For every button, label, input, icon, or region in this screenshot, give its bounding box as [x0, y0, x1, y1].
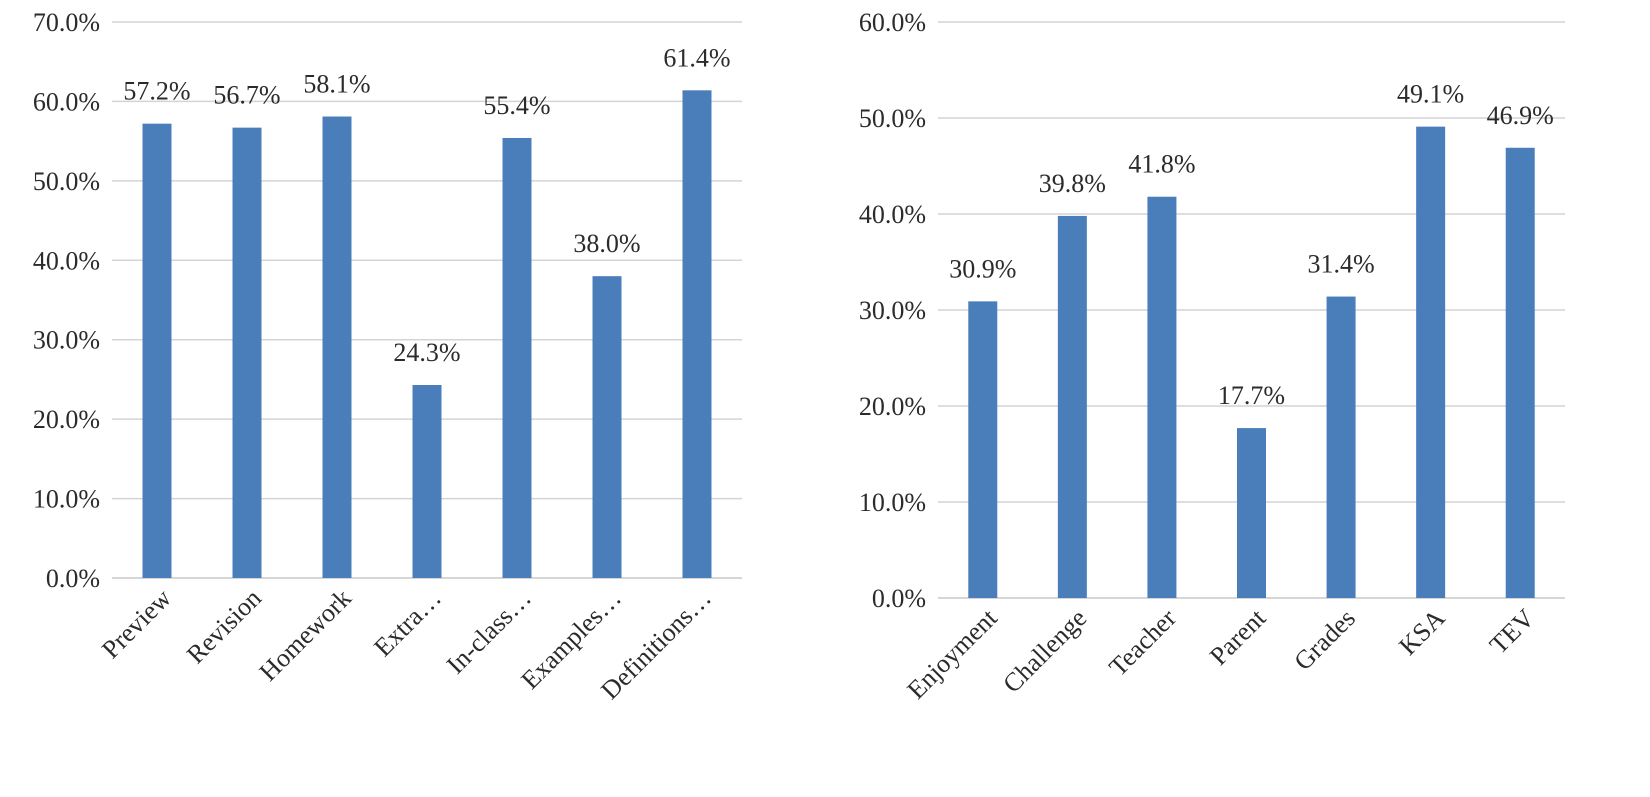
category-label: In-class…: [441, 583, 537, 679]
data-label: 58.1%: [303, 70, 370, 99]
category-label: Challenge: [997, 603, 1092, 698]
bar: [322, 116, 352, 579]
y-tick-label: 10.0%: [33, 485, 100, 514]
y-tick-label: 40.0%: [33, 246, 100, 275]
category-label: Homework: [254, 583, 357, 686]
data-label: 17.7%: [1218, 381, 1285, 410]
y-tick-label: 50.0%: [33, 167, 100, 196]
y-tick-label: 0.0%: [46, 564, 100, 593]
y-tick-label: 50.0%: [859, 104, 926, 133]
bar: [1416, 126, 1446, 598]
bar: [1237, 428, 1266, 598]
category-label: Extra…: [368, 583, 447, 662]
bar: [1505, 147, 1535, 598]
category-label: TEV: [1484, 603, 1540, 659]
bar: [968, 301, 998, 598]
category-label: Teacher: [1103, 603, 1182, 682]
bar: [232, 127, 262, 578]
data-label: 30.9%: [949, 254, 1016, 283]
y-tick-label: 40.0%: [859, 200, 926, 229]
data-label: 61.4%: [663, 43, 730, 72]
y-tick-label: 30.0%: [859, 296, 926, 325]
bar: [142, 123, 172, 578]
y-tick-label: 30.0%: [33, 326, 100, 355]
data-label: 49.1%: [1397, 80, 1464, 109]
y-tick-label: 20.0%: [33, 405, 100, 434]
y-tick-label: 70.0%: [33, 8, 100, 37]
y-tick-label: 60.0%: [859, 8, 926, 37]
y-tick-label: 20.0%: [859, 392, 926, 421]
bar: [1057, 215, 1087, 599]
category-label: Enjoyment: [902, 603, 1004, 705]
data-label: 38.0%: [573, 229, 640, 258]
data-label: 41.8%: [1128, 150, 1195, 179]
data-label: 57.2%: [123, 77, 190, 106]
data-label: 56.7%: [213, 81, 280, 110]
category-label: Revision: [181, 583, 267, 669]
data-label: 46.9%: [1487, 101, 1554, 130]
bar: [502, 137, 532, 579]
data-label: 39.8%: [1039, 169, 1106, 198]
y-tick-label: 10.0%: [859, 488, 926, 517]
category-label: Preview: [96, 583, 177, 664]
bar: [1326, 296, 1356, 598]
category-label: Parent: [1204, 603, 1272, 671]
right-bar-chart: 0.0% 10.0% 20.0% 30.0% 40.0% 50.0% 60.0% 30.9% E…: [859, 8, 1565, 705]
bar: [1147, 196, 1177, 598]
left-bar-chart: 0.0% 10.0% 20.0% 30.0% 40.0% 50.0% 60.0% 70.0% 5…: [33, 8, 742, 705]
bar: [592, 276, 622, 578]
data-label: 31.4%: [1307, 250, 1374, 279]
category-label: KSA: [1393, 603, 1450, 660]
data-label: 55.4%: [483, 91, 550, 120]
y-tick-label: 60.0%: [33, 87, 100, 116]
y-tick-label: 0.0%: [872, 584, 926, 613]
bar: [412, 384, 442, 578]
data-label: 24.3%: [393, 338, 460, 367]
bar: [682, 90, 712, 579]
category-label: Grades: [1288, 603, 1361, 676]
